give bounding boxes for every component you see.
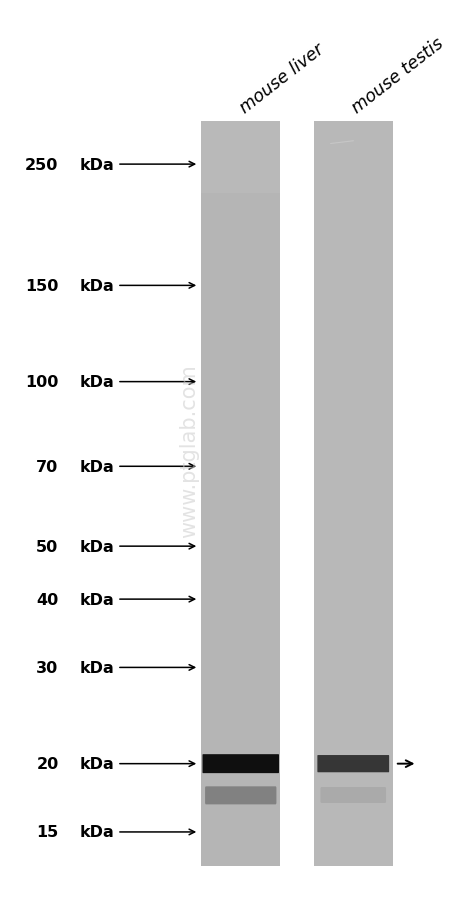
Bar bbox=[202, 122, 280, 194]
Text: kDa: kDa bbox=[80, 374, 115, 390]
Bar bbox=[314, 122, 392, 866]
Text: www.ptglab.com: www.ptglab.com bbox=[179, 364, 199, 538]
FancyBboxPatch shape bbox=[202, 754, 279, 773]
Text: kDa: kDa bbox=[80, 279, 115, 293]
Text: 250: 250 bbox=[25, 158, 58, 172]
Text: 150: 150 bbox=[25, 279, 58, 293]
FancyBboxPatch shape bbox=[320, 787, 386, 803]
FancyBboxPatch shape bbox=[317, 755, 389, 772]
Text: mouse testis: mouse testis bbox=[349, 35, 447, 117]
Text: 100: 100 bbox=[25, 374, 58, 390]
Text: 40: 40 bbox=[36, 592, 58, 607]
Text: kDa: kDa bbox=[80, 824, 115, 840]
Text: kDa: kDa bbox=[80, 660, 115, 676]
Text: kDa: kDa bbox=[80, 756, 115, 771]
Text: 15: 15 bbox=[36, 824, 58, 840]
Text: 20: 20 bbox=[36, 756, 58, 771]
Text: 30: 30 bbox=[36, 660, 58, 676]
Bar bbox=[202, 122, 280, 866]
Text: kDa: kDa bbox=[80, 539, 115, 554]
Text: 70: 70 bbox=[36, 459, 58, 474]
Text: kDa: kDa bbox=[80, 592, 115, 607]
Text: kDa: kDa bbox=[80, 459, 115, 474]
FancyBboxPatch shape bbox=[205, 787, 276, 805]
Text: kDa: kDa bbox=[80, 158, 115, 172]
Text: mouse liver: mouse liver bbox=[236, 41, 328, 117]
Text: 50: 50 bbox=[36, 539, 58, 554]
